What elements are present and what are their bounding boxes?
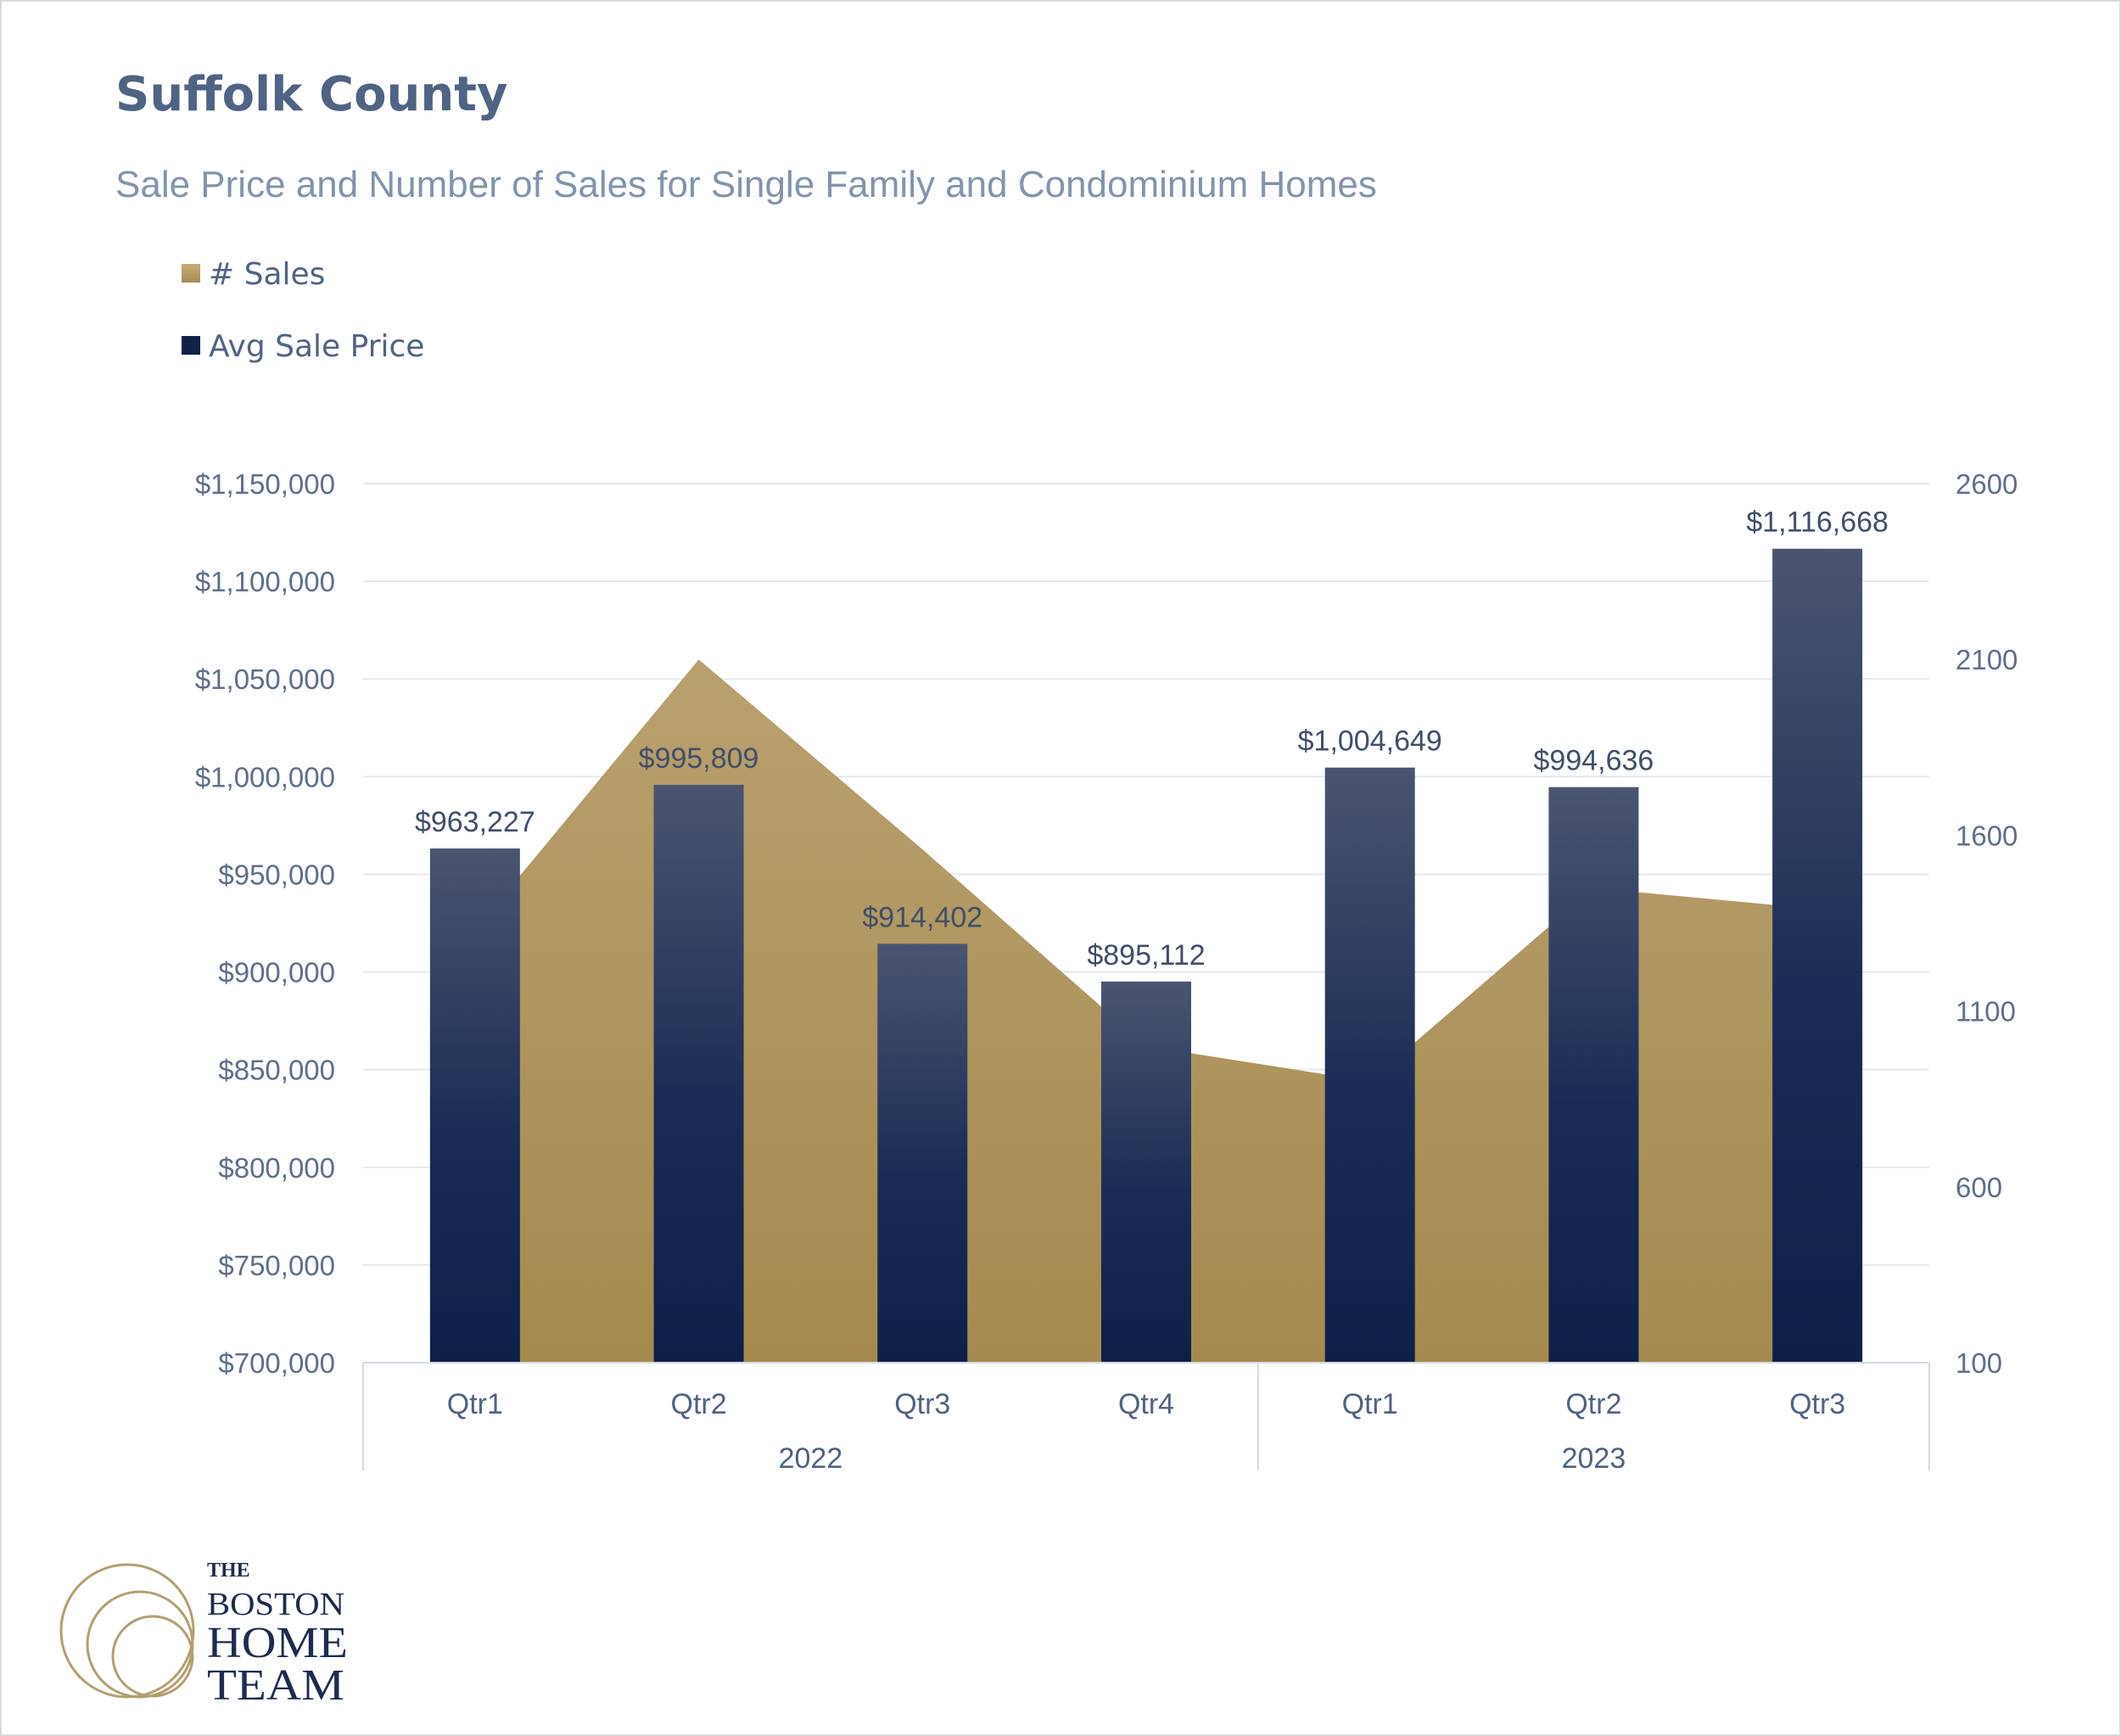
y-right-tick-label: 1600 [1956, 820, 2017, 851]
avg-price-bar [429, 848, 520, 1363]
y-right-tick-label: 1100 [1956, 996, 2016, 1028]
avg-price-data-label: $994,636 [1534, 745, 1654, 777]
x-category-label: Qtr1 [1342, 1388, 1398, 1420]
legend-label-avg-price: Avg Sale Price [209, 329, 424, 364]
x-group-label: 2022 [779, 1442, 843, 1475]
sales-area-series [474, 659, 1818, 1363]
axes: $700,000 $750,000 $800,000 $850,000 $900,000… [195, 468, 2018, 1475]
avg-price-data-label: $963,227 [415, 806, 535, 838]
x-category-label: Qtr4 [1118, 1388, 1174, 1420]
y-right-tick-label: 2100 [1956, 644, 2017, 675]
y-left-tick-label: $1,000,000 [195, 761, 335, 792]
y-right-tick-label: 600 [1956, 1172, 2002, 1203]
avg-price-bar [877, 944, 968, 1363]
data-labels: $963,227 $995,809 $914,402 $895,112 $1,004,6… [415, 507, 1889, 972]
avg-price-data-label: $1,116,668 [1746, 507, 1889, 539]
y-left-tick-label: $750,000 [218, 1250, 335, 1281]
avg-price-data-label: $1,004,649 [1298, 725, 1442, 758]
y-left-tick-label: $950,000 [218, 859, 335, 890]
avg-price-bar [1548, 787, 1639, 1363]
chart-subtitle: Sale Price and Number of Sales for Singl… [115, 164, 1377, 205]
legend: # Sales Avg Sale Price [182, 257, 424, 364]
avg-price-bar [1324, 767, 1415, 1363]
y-left-tick-label: $1,100,000 [195, 566, 335, 597]
x-category-label: Qtr2 [1565, 1388, 1621, 1420]
y-left-tick-label: $1,150,000 [195, 468, 335, 500]
avg-price-bar [653, 784, 744, 1363]
chart-title: Suffolk County [115, 67, 508, 122]
logo-rings-icon [59, 1563, 195, 1699]
avg-price-bar [1772, 548, 1863, 1363]
avg-price-data-label: $914,402 [862, 901, 982, 933]
logo-text-team: TEAM [207, 1661, 344, 1710]
x-group-label: 2023 [1562, 1442, 1626, 1475]
sales-area [474, 659, 1818, 1363]
y-right-tick-label: 100 [1956, 1347, 2002, 1379]
avg-price-bar-series [429, 548, 1863, 1363]
legend-swatch-sales [182, 264, 200, 283]
legend-label-sales: # Sales [209, 257, 325, 292]
y-left-tick-label: $850,000 [218, 1055, 335, 1086]
y-left-tick-label: $700,000 [218, 1347, 335, 1379]
x-category-label: Qtr2 [671, 1388, 727, 1420]
logo-text-the: THE [207, 1560, 250, 1582]
x-category-label: Qtr3 [1789, 1388, 1845, 1420]
x-category-label: Qtr3 [894, 1388, 950, 1420]
y-left-tick-label: $800,000 [218, 1152, 335, 1184]
logo: THE BOSTON HOME TEAM [59, 1560, 348, 1710]
y-left-tick-label: $1,050,000 [195, 664, 335, 695]
legend-swatch-avg-price [182, 336, 200, 355]
x-category-label: Qtr1 [447, 1388, 503, 1420]
logo-text-home: HOME [207, 1619, 348, 1667]
avg-price-data-label: $995,809 [639, 742, 759, 775]
logo-text-boston: BOSTON [207, 1587, 344, 1622]
avg-price-data-label: $895,112 [1087, 939, 1205, 972]
y-left-tick-label: $900,000 [218, 957, 335, 988]
avg-price-bar [1101, 981, 1191, 1363]
y-right-tick-label: 2600 [1956, 468, 2017, 500]
